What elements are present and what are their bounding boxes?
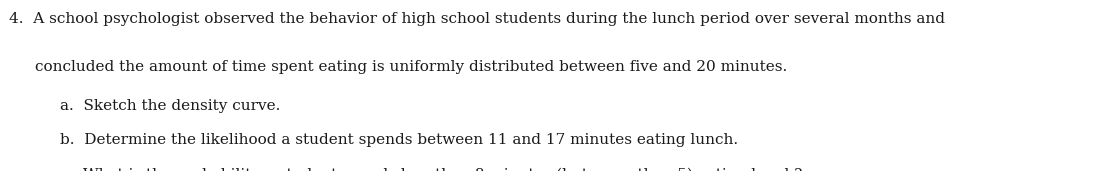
Text: c.  What is the probability a student spends less than 8 minutes (but more than : c. What is the probability a student spe… <box>60 168 802 171</box>
Text: b.  Determine the likelihood a student spends between 11 and 17 minutes eating l: b. Determine the likelihood a student sp… <box>60 133 738 147</box>
Text: 4.  A school psychologist observed the behavior of high school students during t: 4. A school psychologist observed the be… <box>9 12 944 26</box>
Text: a.  Sketch the density curve.: a. Sketch the density curve. <box>60 99 281 113</box>
Text: concluded the amount of time spent eating is uniformly distributed between five : concluded the amount of time spent eatin… <box>35 60 787 74</box>
